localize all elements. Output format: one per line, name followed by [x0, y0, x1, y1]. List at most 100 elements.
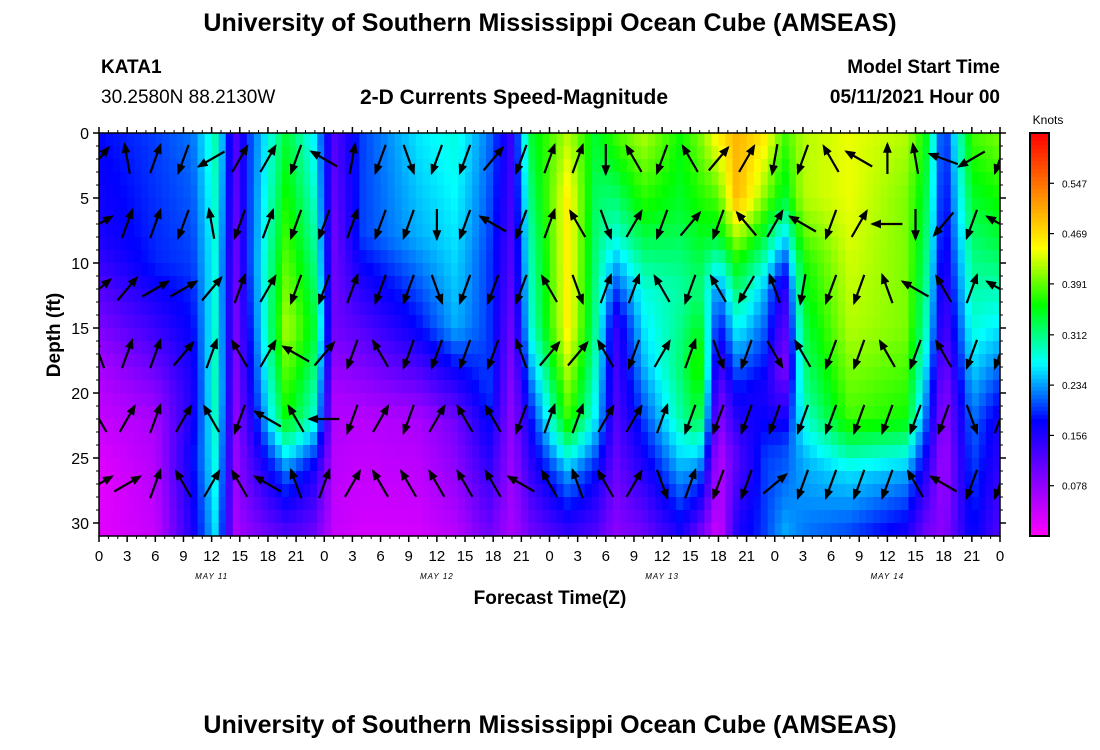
heatmap-cell	[957, 289, 966, 303]
heatmap-cell	[338, 302, 346, 316]
heatmap-cell	[648, 159, 656, 173]
heatmap-cell	[303, 497, 311, 511]
heatmap-cell	[816, 432, 825, 446]
heatmap-cell	[880, 315, 888, 329]
current-vector-arrow	[965, 404, 979, 436]
heatmap-cell	[352, 458, 361, 472]
heatmap-cell	[950, 159, 959, 173]
heatmap-cell	[225, 484, 234, 498]
heatmap-cell	[908, 237, 917, 251]
heatmap-cell	[753, 341, 762, 355]
heatmap-cell	[415, 224, 424, 238]
heatmap-cell	[422, 224, 431, 238]
heatmap-cell	[169, 146, 178, 160]
heatmap-cell	[992, 510, 1000, 524]
heatmap-cell	[479, 523, 487, 536]
heatmap-cell	[641, 172, 649, 186]
heatmap-cell	[155, 133, 163, 147]
heatmap-cell	[415, 510, 424, 524]
heatmap-cell	[795, 406, 804, 420]
heatmap-cell	[127, 224, 135, 238]
heatmap-cell	[535, 432, 544, 446]
heatmap-cell	[338, 341, 346, 355]
colorbar-swatch	[1030, 443, 1049, 448]
heatmap-cell	[788, 198, 797, 212]
heatmap-cell	[683, 133, 691, 147]
heatmap-cell	[373, 172, 382, 186]
heatmap-cell	[894, 198, 903, 212]
colorbar-tick-label: 0.391	[1062, 280, 1087, 291]
heatmap-cell	[570, 354, 579, 368]
heatmap-cell	[774, 341, 783, 355]
y-axis-label: Depth (ft)	[44, 293, 65, 377]
current-vector-arrow	[878, 339, 896, 368]
heatmap-cell	[704, 185, 712, 199]
heatmap-cell	[507, 224, 515, 238]
heatmap-cell	[450, 354, 459, 368]
heatmap-cell	[859, 146, 867, 160]
heatmap-cell	[690, 289, 698, 303]
heatmap-cell	[493, 172, 501, 186]
heatmap-cell	[408, 497, 417, 511]
heatmap-cell	[612, 289, 621, 303]
heatmap-cell	[950, 289, 959, 303]
heatmap-cell	[246, 172, 255, 186]
heatmap-cell	[655, 445, 663, 459]
heatmap-cell	[831, 458, 839, 472]
heatmap-cell	[514, 198, 522, 212]
heatmap-cell	[528, 445, 537, 459]
heatmap-cell	[359, 393, 368, 407]
heatmap-cell	[852, 445, 860, 459]
heatmap-cell	[732, 354, 741, 368]
heatmap-cell	[795, 328, 804, 342]
heatmap-cell	[971, 445, 980, 459]
heatmap-cell	[246, 198, 255, 212]
heatmap-cell	[366, 185, 375, 199]
heatmap-cell	[950, 393, 959, 407]
heatmap-cell	[887, 432, 896, 446]
heatmap-cell	[795, 224, 804, 238]
heatmap-cell	[725, 250, 734, 264]
heatmap-cell	[113, 133, 121, 147]
heatmap-cell	[317, 250, 325, 264]
heatmap-cell	[289, 419, 297, 433]
heatmap-cell	[169, 276, 178, 290]
heatmap-cell	[845, 367, 853, 381]
heatmap-cell	[408, 185, 417, 199]
heatmap-cell	[767, 315, 776, 329]
heatmap-cell	[577, 445, 586, 459]
heatmap-cell	[950, 211, 959, 225]
heatmap-cell	[809, 497, 818, 511]
heatmap-cell	[753, 393, 762, 407]
heatmap-cell	[992, 367, 1000, 381]
heatmap-cell	[964, 458, 973, 472]
heatmap-cell	[845, 484, 853, 498]
heatmap-cell	[232, 250, 241, 264]
heatmap-cell	[669, 393, 677, 407]
x-tick-label: 12	[654, 548, 671, 565]
heatmap-cell	[113, 510, 121, 524]
heatmap-cell	[683, 198, 691, 212]
heatmap-cell	[303, 172, 311, 186]
heatmap-cell	[359, 367, 368, 381]
heatmap-cell	[422, 458, 431, 472]
heatmap-cell	[985, 302, 994, 316]
heatmap-cell	[683, 497, 691, 511]
heatmap-cell	[584, 484, 593, 498]
current-vector-arrow	[852, 469, 866, 501]
heatmap-cell	[690, 458, 698, 472]
heatmap-cell	[725, 471, 734, 485]
heatmap-cell	[718, 302, 727, 316]
x-tick-label: 0	[545, 548, 553, 565]
current-vector-arrow	[571, 467, 584, 499]
heatmap-cell	[493, 198, 501, 212]
heatmap-cell	[486, 185, 494, 199]
heatmap-cell	[739, 471, 748, 485]
heatmap-cell	[127, 146, 135, 160]
heatmap-cell	[169, 172, 178, 186]
heatmap-cell	[303, 263, 311, 277]
x-tick-label: 9	[855, 548, 863, 565]
heatmap-cell	[802, 497, 811, 511]
heatmap-cell	[655, 523, 663, 536]
heatmap-cell	[450, 172, 459, 186]
